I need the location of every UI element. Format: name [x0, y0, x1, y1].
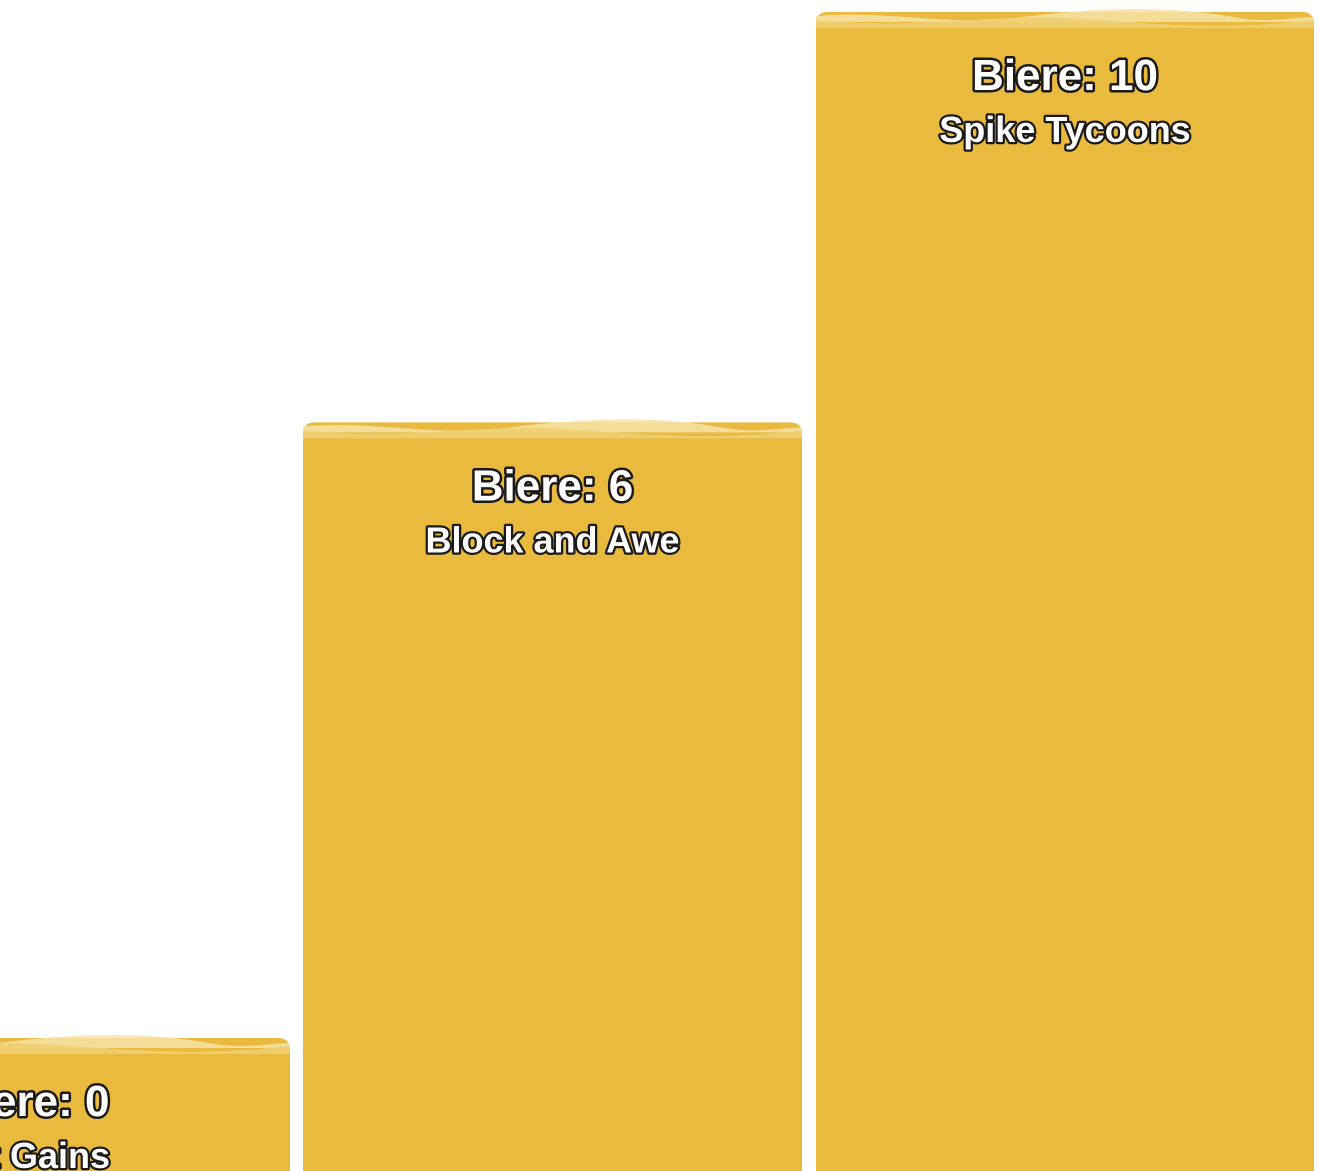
bar — [0, 1038, 290, 1171]
bar — [816, 12, 1314, 1171]
bar-category-label: t Gains — [0, 1135, 110, 1171]
bar-value-label: Biere: 6 — [472, 461, 633, 510]
bar-category-label: Block and Awe — [425, 519, 679, 560]
bar-foam — [816, 8, 1314, 22]
bar-foam-inner — [0, 1043, 290, 1054]
bar — [303, 422, 802, 1171]
bar-value-label: ere: 0 — [0, 1077, 109, 1126]
bar-foam — [303, 419, 802, 433]
bar-foam-inner — [303, 427, 802, 439]
bar-foam — [0, 1034, 290, 1048]
bar-category-label: Spike Tycoons — [939, 109, 1190, 150]
bar-foam-inner — [816, 17, 1314, 28]
bar-value-label: Biere: 10 — [972, 51, 1158, 100]
